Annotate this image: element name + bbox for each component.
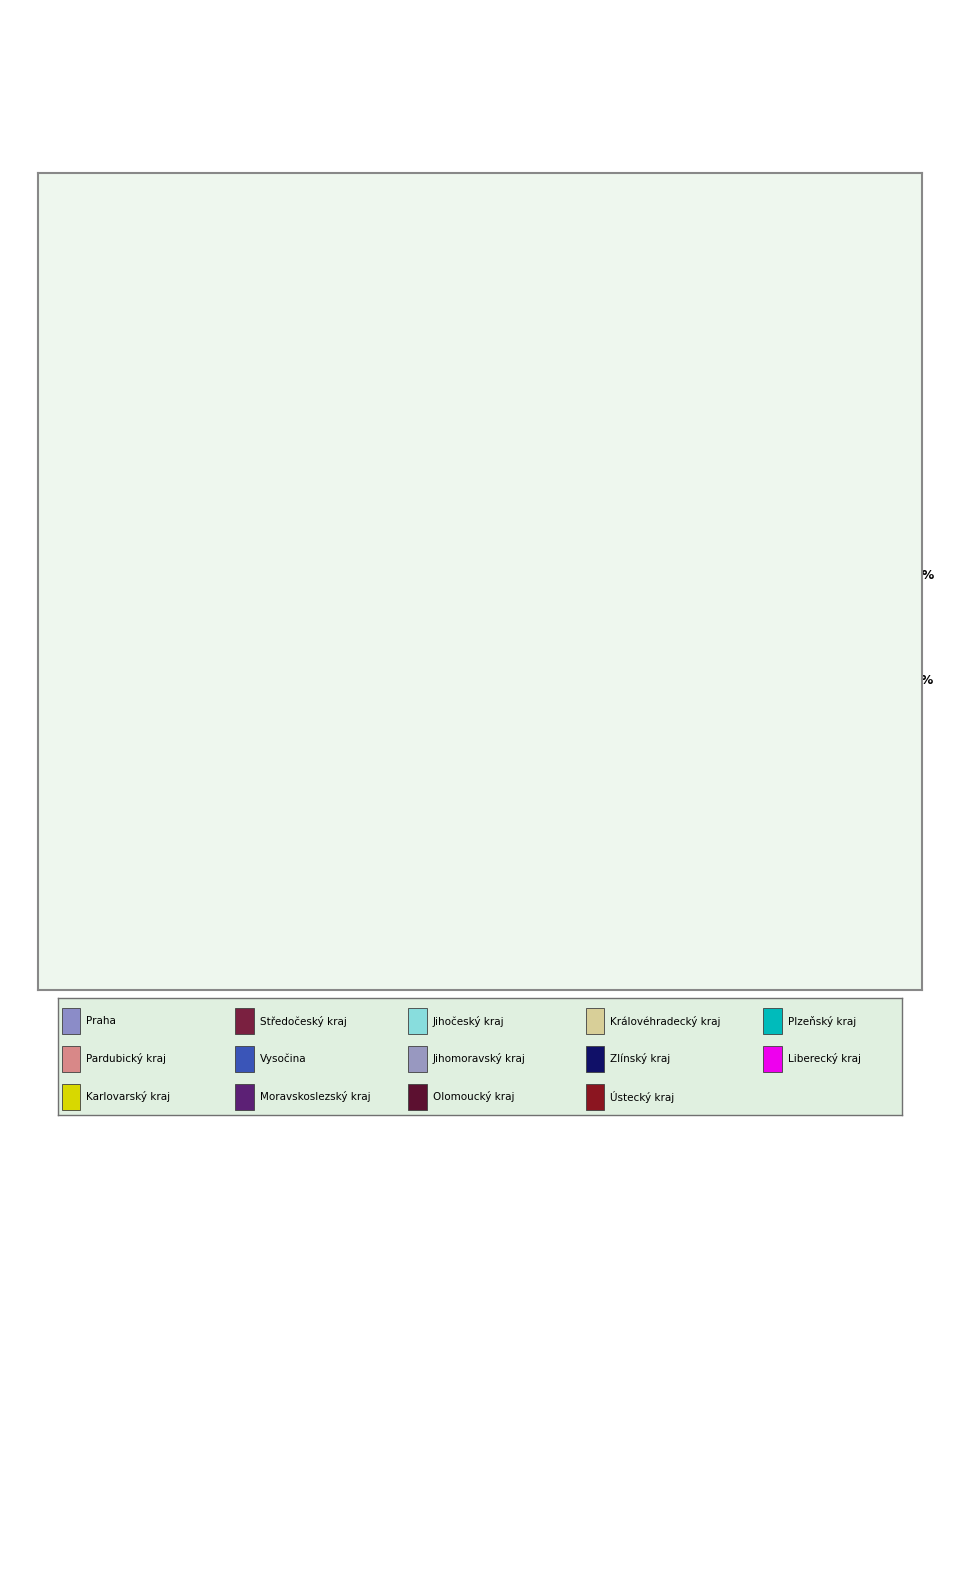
Polygon shape — [480, 347, 575, 622]
FancyBboxPatch shape — [408, 1046, 427, 1071]
Text: 6%: 6% — [741, 742, 880, 807]
Text: 2%: 2% — [680, 347, 789, 443]
Polygon shape — [208, 800, 531, 979]
Text: Liberecký kraj: Liberecký kraj — [787, 1053, 860, 1065]
Text: Vysočina: Vysočina — [259, 1054, 306, 1064]
Polygon shape — [745, 712, 812, 881]
Text: 5%: 5% — [777, 661, 933, 687]
Text: Ústecký kraj: Ústecký kraj — [611, 1090, 674, 1103]
FancyBboxPatch shape — [61, 1046, 81, 1071]
FancyBboxPatch shape — [235, 1046, 253, 1071]
Text: 1%: 1% — [552, 267, 598, 388]
Text: 2%: 2% — [649, 319, 743, 423]
Text: Pardubický kraj: Pardubický kraj — [86, 1053, 166, 1065]
Polygon shape — [480, 500, 819, 622]
FancyBboxPatch shape — [61, 1009, 81, 1034]
FancyBboxPatch shape — [408, 1009, 427, 1034]
Text: 16%: 16% — [302, 848, 371, 965]
Polygon shape — [208, 622, 531, 903]
Text: 2%: 2% — [616, 295, 693, 407]
Polygon shape — [480, 550, 830, 622]
Polygon shape — [480, 426, 759, 622]
Text: Zlínský kraj: Zlínský kraj — [611, 1053, 670, 1065]
Polygon shape — [130, 341, 553, 800]
Text: Jihočeský kraj: Jihočeský kraj — [433, 1015, 504, 1027]
Text: Jihomoravský kraj: Jihomoravský kraj — [433, 1053, 525, 1065]
Text: 3%: 3% — [736, 427, 873, 496]
Text: Procentní zastoupení zahraničních pracovníků: Procentní zastoupení zahraničních pracov… — [264, 178, 696, 196]
Text: 2%: 2% — [708, 380, 829, 465]
Text: Středočeský kraj: Středočeský kraj — [259, 1015, 347, 1027]
Polygon shape — [480, 622, 745, 900]
Polygon shape — [480, 401, 730, 622]
Text: Moravskoslezský kraj: Moravskoslezský kraj — [259, 1090, 371, 1103]
Polygon shape — [531, 806, 745, 976]
Polygon shape — [480, 622, 812, 806]
Text: 2%: 2% — [580, 276, 639, 394]
FancyBboxPatch shape — [586, 1009, 604, 1034]
Text: (stav k 30.9.2009): (stav k 30.9.2009) — [395, 215, 565, 234]
Text: Olomoucký kraj: Olomoucký kraj — [433, 1090, 515, 1103]
Polygon shape — [480, 352, 617, 622]
Text: Královéhradecký kraj: Královéhradecký kraj — [611, 1015, 721, 1027]
Text: 38%: 38% — [83, 429, 224, 496]
FancyBboxPatch shape — [586, 1046, 604, 1071]
Text: 4%: 4% — [778, 569, 935, 591]
Text: 3%: 3% — [761, 490, 910, 539]
FancyBboxPatch shape — [61, 1084, 81, 1109]
Polygon shape — [480, 364, 658, 622]
Polygon shape — [812, 622, 830, 786]
Polygon shape — [130, 622, 208, 873]
Text: Plzeňský kraj: Plzeňský kraj — [787, 1015, 855, 1027]
Text: Praha: Praha — [86, 1016, 116, 1026]
Polygon shape — [480, 452, 795, 622]
Text: 11%: 11% — [625, 834, 711, 944]
Polygon shape — [480, 380, 696, 622]
FancyBboxPatch shape — [586, 1084, 604, 1109]
FancyBboxPatch shape — [235, 1009, 253, 1034]
FancyBboxPatch shape — [763, 1046, 781, 1071]
FancyBboxPatch shape — [763, 1009, 781, 1034]
FancyBboxPatch shape — [235, 1084, 253, 1109]
FancyBboxPatch shape — [408, 1084, 427, 1109]
Text: Karlovarský kraj: Karlovarský kraj — [86, 1090, 171, 1103]
Polygon shape — [480, 622, 830, 712]
